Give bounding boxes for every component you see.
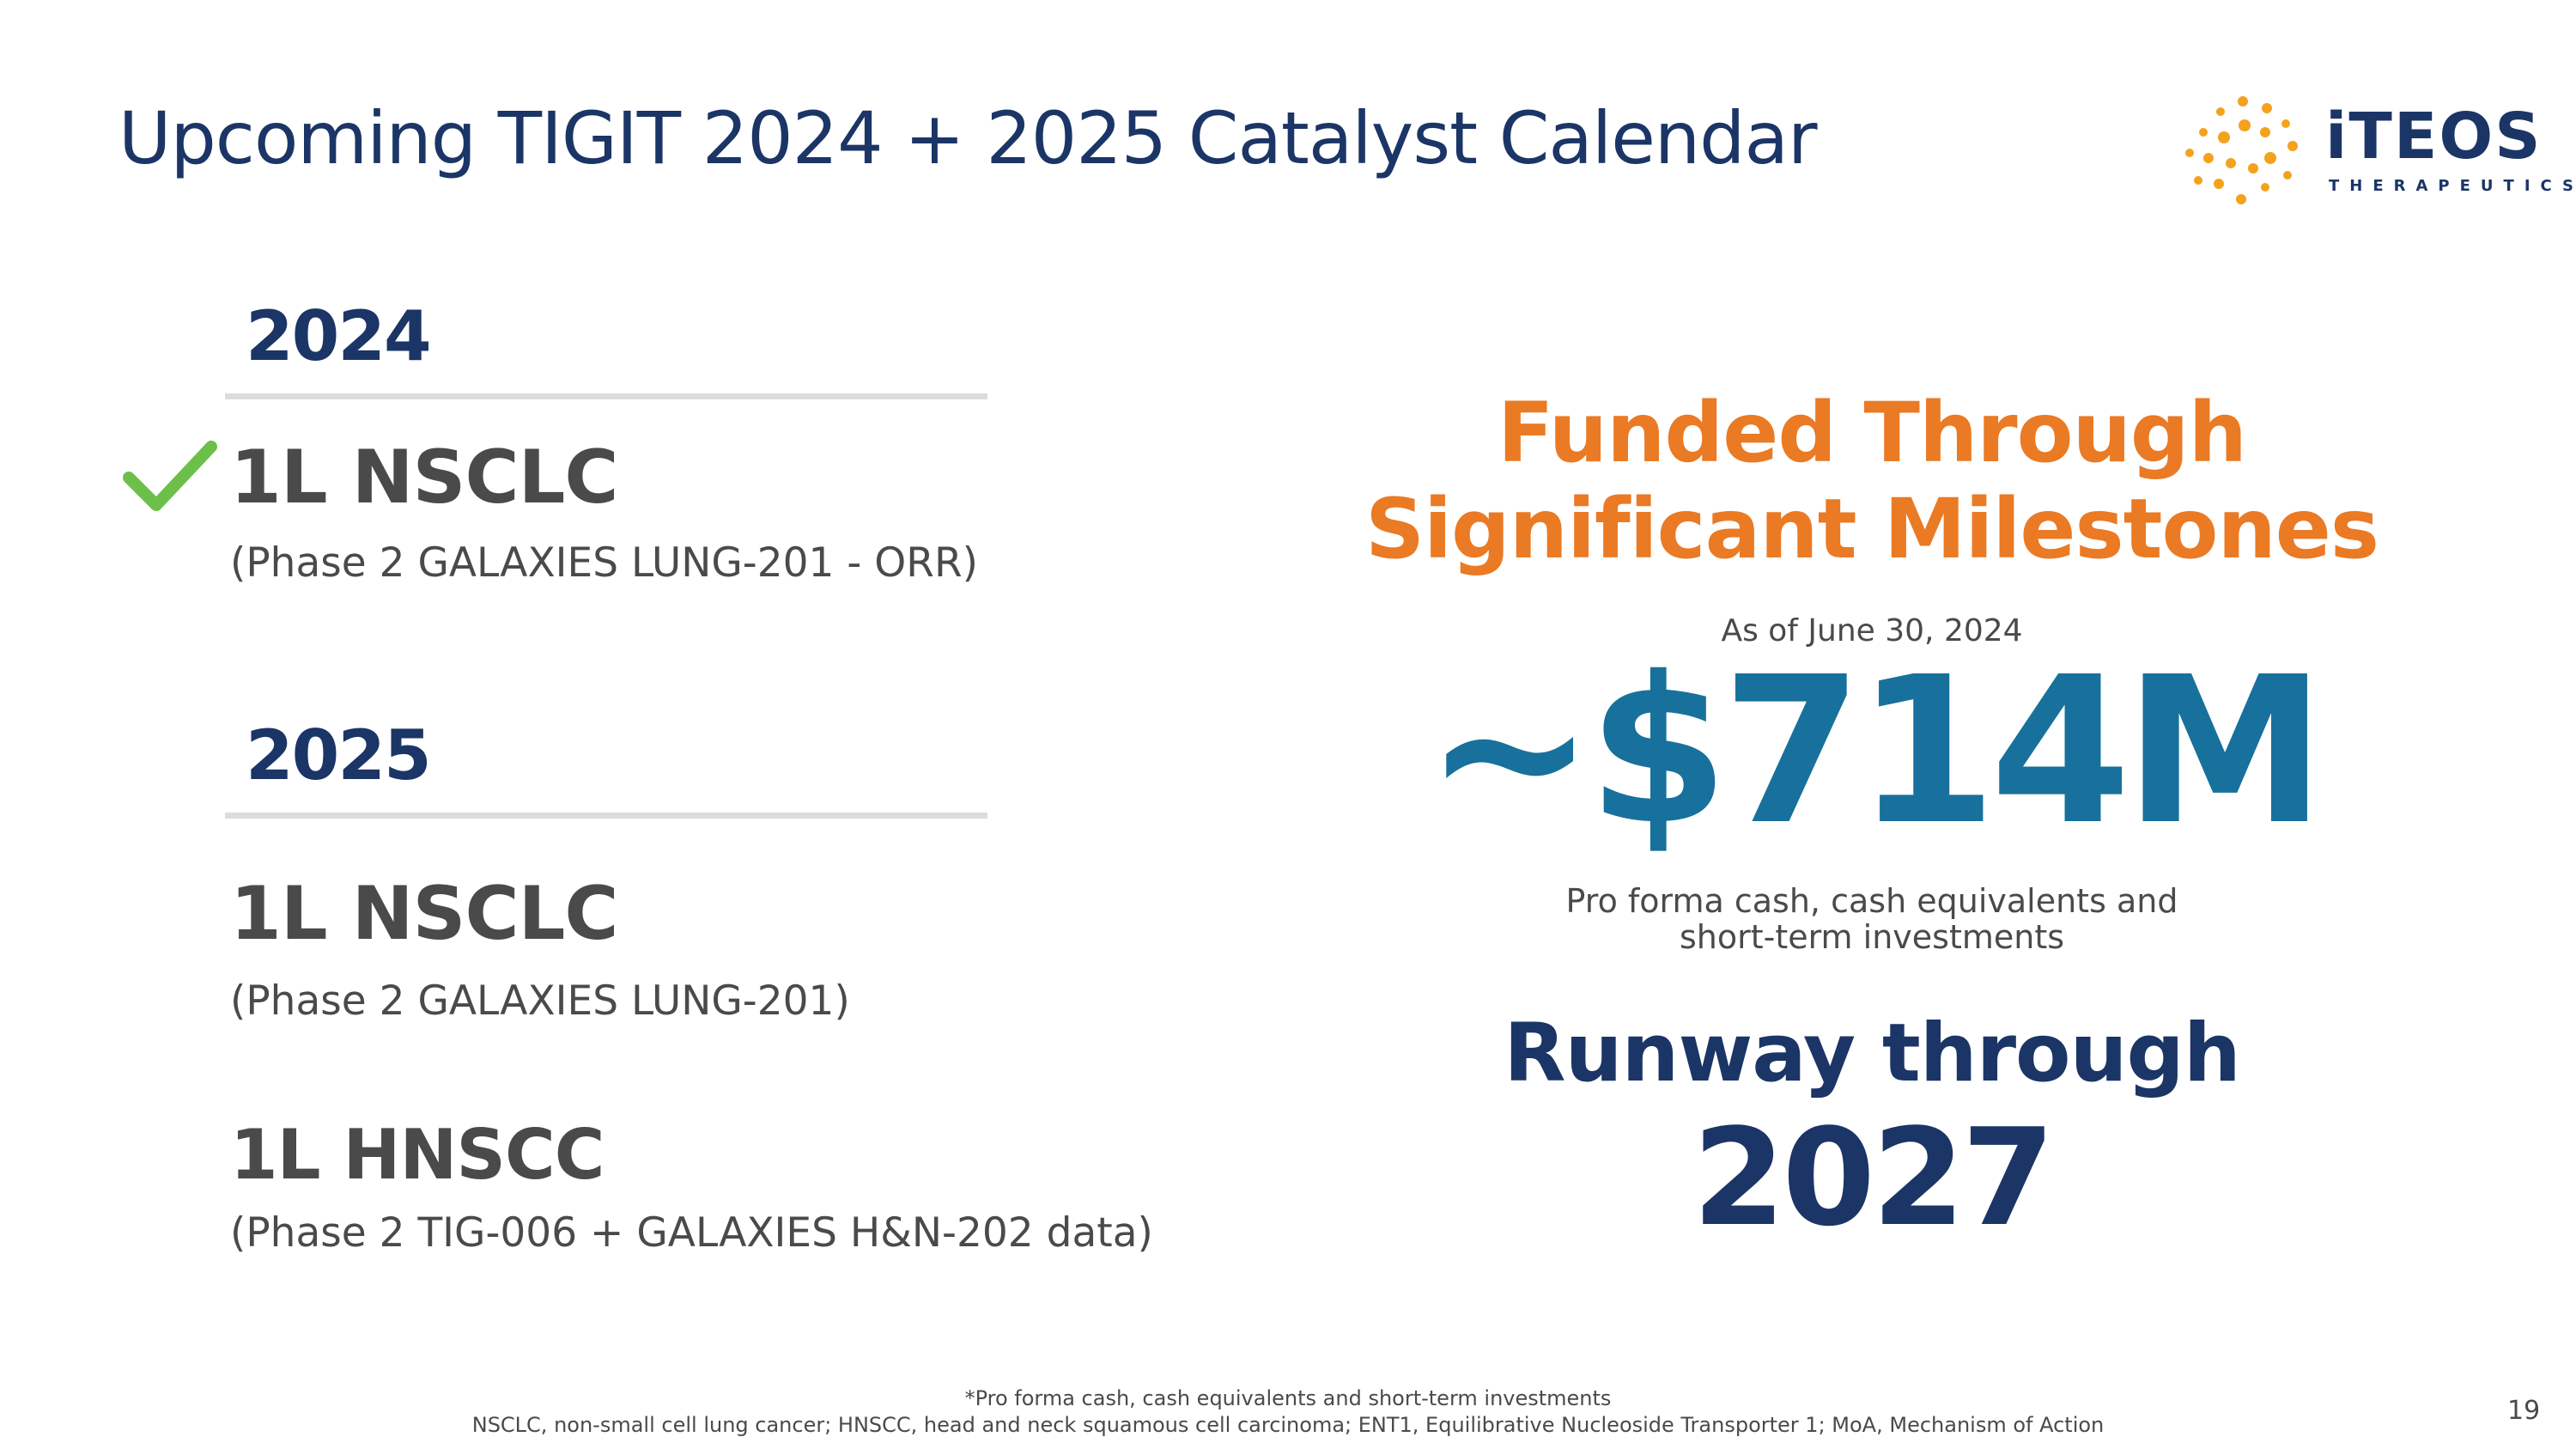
logo-dots-icon <box>2185 96 2298 204</box>
funded-headline-line2: Significant Milestones <box>1364 481 2379 577</box>
footnote-line1: *Pro forma cash, cash equivalents and sh… <box>964 1386 1612 1410</box>
cash-amount: ~$714M <box>1425 633 2325 869</box>
year-2025-heading: 2025 <box>246 715 432 795</box>
runway-year: 2027 <box>1692 1099 2055 1256</box>
funded-headline: Funded Through Significant Milestones <box>1322 385 2421 577</box>
cash-description: Pro forma cash, cash equivalents and sho… <box>1322 883 2421 955</box>
logo-wordmark: iTEOS <box>2325 100 2543 174</box>
page-number: 19 <box>2507 1396 2541 1426</box>
checkmark-icon <box>123 441 217 511</box>
catalyst-2024-1-title: 1L NSCLC <box>230 435 619 521</box>
slide-title: Upcoming TIGIT 2024 + 2025 Catalyst Cale… <box>118 96 1817 180</box>
year-2024-rule <box>225 393 987 399</box>
catalyst-2025-1-subtitle: (Phase 2 GALAXIES LUNG-201) <box>230 977 850 1025</box>
year-2024-heading: 2024 <box>246 296 432 376</box>
catalyst-2024-1-subtitle: (Phase 2 GALAXIES LUNG-201 - ORR) <box>230 539 978 587</box>
catalyst-2025-2-title: 1L HNSCC <box>230 1115 605 1195</box>
cash-description-line1: Pro forma cash, cash equivalents and <box>1565 882 2178 920</box>
catalyst-2025-1-title: 1L NSCLC <box>230 871 619 957</box>
iteos-logo: iTEOS THERAPEUTICS <box>2181 93 2573 213</box>
runway-label: Runway through <box>1504 1007 2241 1100</box>
logo-subtitle: THERAPEUTICS <box>2329 177 2576 195</box>
cash-description-line2: short-term investments <box>1679 918 2065 956</box>
footnote-line2: NSCLC, non-small cell lung cancer; HNSCC… <box>471 1413 2105 1437</box>
catalyst-2025-2-subtitle: (Phase 2 TIG-006 + GALAXIES H&N-202 data… <box>230 1209 1153 1257</box>
year-2025-rule <box>225 813 987 819</box>
funded-headline-line1: Funded Through <box>1498 385 2247 481</box>
as-of-date: As of June 30, 2024 <box>1721 613 2023 648</box>
